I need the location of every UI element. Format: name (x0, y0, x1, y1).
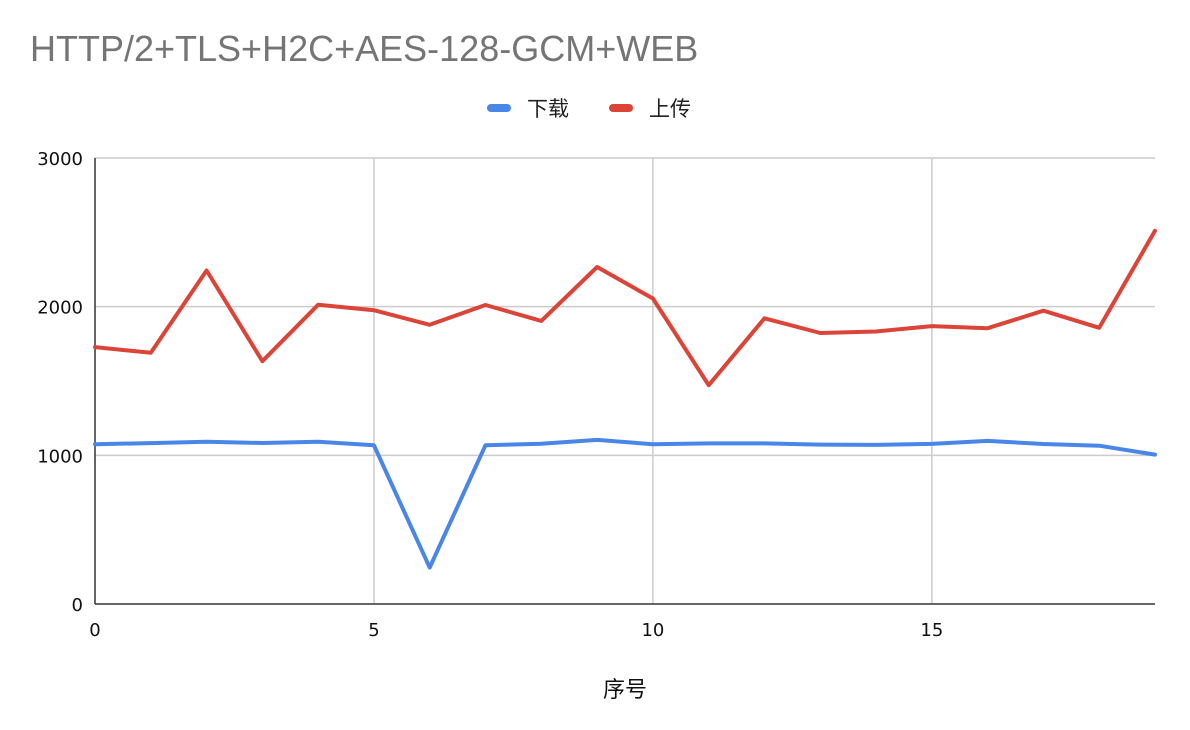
grid-layer (95, 157, 1155, 604)
legend-swatch-download (487, 104, 511, 112)
chart-title: HTTP/2+TLS+H2C+AES-128-GCM+WEB (30, 28, 699, 69)
series-line-download[interactable] (93, 437, 1157, 570)
legend-label-download: 下载 (527, 97, 569, 121)
axis-layer (94, 158, 1155, 605)
legend-swatch-upload (609, 104, 633, 112)
y-tick-label-1000: 1000 (37, 446, 83, 467)
series-layer (93, 228, 1157, 570)
series-line-upload[interactable] (93, 228, 1157, 388)
x-tick-label-15: 15 (920, 620, 943, 641)
x-axis-title: 序号 (603, 678, 647, 703)
legend-label-upload: 上传 (649, 97, 691, 121)
legend-item-upload[interactable]: 上传 (609, 93, 691, 123)
x-tick-label-0: 0 (89, 620, 100, 641)
x-tick-label-5: 5 (368, 620, 379, 641)
tick-labels: 0 1000 2000 3000 0 5 10 15 (37, 149, 943, 641)
y-tick-label-2000: 2000 (37, 298, 83, 319)
y-tick-label-3000: 3000 (37, 149, 83, 170)
x-tick-label-10: 10 (641, 620, 664, 641)
y-tick-label-0: 0 (72, 595, 83, 616)
legend-item-download[interactable]: 下载 (487, 93, 569, 123)
